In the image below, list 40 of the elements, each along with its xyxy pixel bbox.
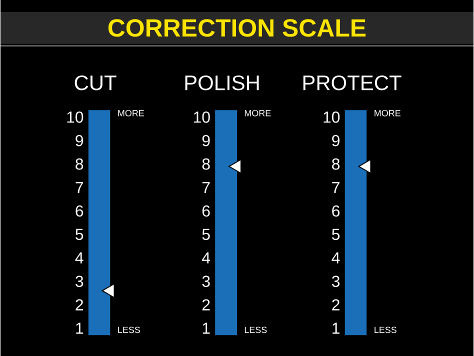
y2-tick-label: 4 — [202, 252, 210, 264]
y-tick-label: 8 — [76, 158, 84, 170]
chart-title: CORRECTION SCALE — [108, 19, 366, 37]
y-tick-label: 9 — [76, 134, 84, 146]
y-tick-label: 5 — [76, 228, 84, 240]
y2-tick-label: 7 — [202, 182, 210, 193]
y-tick-label: 2 — [76, 299, 83, 310]
annotation: LESS — [118, 326, 140, 333]
annotation: LESS — [374, 326, 396, 333]
y3-tick-label: 3 — [332, 276, 340, 287]
y3-tick-label: 8 — [332, 158, 340, 170]
x-tick-label: POLISH — [185, 75, 259, 90]
y2-tick-label: 9 — [202, 134, 210, 146]
y3-tick-label: 5 — [332, 228, 340, 240]
y3-tick-label: 6 — [332, 205, 340, 217]
y2-tick-label: 6 — [202, 205, 210, 217]
y3-tick-label: 4 — [332, 252, 340, 264]
y2-tick-label: 8 — [202, 158, 210, 170]
x-tick-label: CUT — [74, 75, 116, 90]
y-tick-label: 1 — [76, 322, 84, 334]
x-tick-label: PROTECT — [303, 75, 402, 90]
y-tick-label: 6 — [76, 205, 84, 217]
y3-tick-label: 1 — [332, 322, 340, 334]
annotation: MORE — [244, 110, 271, 116]
y2-tick-label: 10 — [194, 111, 210, 123]
y2-tick-label: 3 — [202, 276, 210, 287]
y3-tick-label: 9 — [332, 134, 340, 146]
y-tick-label: 3 — [76, 276, 84, 287]
annotation: MORE — [374, 110, 400, 116]
y-tick-label: 4 — [75, 252, 84, 264]
annotation: LESS — [244, 326, 267, 333]
y3-tick-label: 10 — [324, 111, 340, 123]
y-tick-label: 10 — [67, 111, 84, 123]
y2-tick-label: 2 — [202, 299, 210, 310]
annotation: MORE — [118, 110, 144, 116]
y3-tick-label: 2 — [332, 299, 340, 310]
y2-tick-label: 1 — [202, 322, 210, 334]
y-tick-label: 7 — [76, 182, 83, 193]
y2-tick-label: 5 — [202, 228, 210, 240]
y3-tick-label: 7 — [332, 182, 340, 193]
